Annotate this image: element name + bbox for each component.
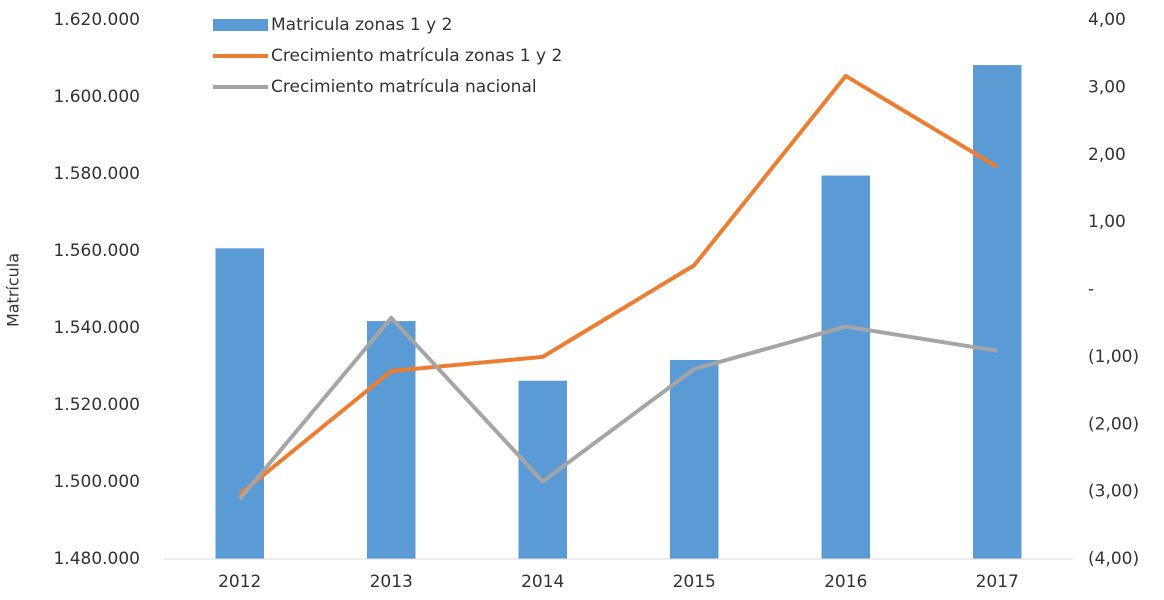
y2-tick-label: (2,00)	[1088, 414, 1139, 434]
y2-tick-label: (1,00)	[1088, 347, 1139, 367]
y2-tick-label: (3,00)	[1088, 482, 1139, 502]
legend-label: Matricula zonas 1 y 2	[271, 15, 452, 35]
y2-tick-label: -	[1088, 280, 1094, 300]
y-tick-label: 1.500.000	[53, 472, 140, 492]
x-tick-label: 2017	[976, 572, 1019, 592]
x-tick-label: 2013	[370, 572, 413, 592]
y2-tick-label: (4,00)	[1088, 549, 1139, 569]
y-tick-label: 1.540.000	[53, 318, 140, 338]
y2-tick-label: 2,00	[1088, 145, 1126, 165]
bar	[973, 65, 1022, 560]
y-tick-label: 1.600.000	[53, 87, 140, 107]
bar	[367, 321, 416, 559]
bar	[215, 248, 264, 559]
legend-swatch	[213, 19, 268, 31]
y-tick-label: 1.580.000	[53, 164, 140, 184]
y-tick-label: 1.480.000	[53, 549, 140, 569]
y2-tick-label: 3,00	[1088, 77, 1126, 97]
y2-tick-label: 4,00	[1088, 10, 1126, 30]
y2-tick-label: 1,00	[1088, 212, 1126, 232]
line	[238, 73, 999, 496]
bar	[821, 175, 870, 560]
legend-label: Crecimiento matrícula zonas 1 y 2	[271, 46, 562, 66]
x-tick-label: 2012	[218, 572, 261, 592]
legend-label: Crecimiento matrícula nacional	[271, 77, 537, 97]
y-tick-label: 1.560.000	[53, 241, 140, 261]
x-tick-label: 2016	[824, 572, 867, 592]
line	[238, 315, 998, 501]
y-tick-label: 1.620.000	[53, 10, 140, 30]
x-tick-label: 2014	[521, 572, 564, 592]
bar	[670, 359, 719, 559]
x-tick-label: 2015	[673, 572, 716, 592]
y-tick-label: 1.520.000	[53, 395, 140, 415]
y-axis-label: Matrícula	[4, 253, 23, 327]
